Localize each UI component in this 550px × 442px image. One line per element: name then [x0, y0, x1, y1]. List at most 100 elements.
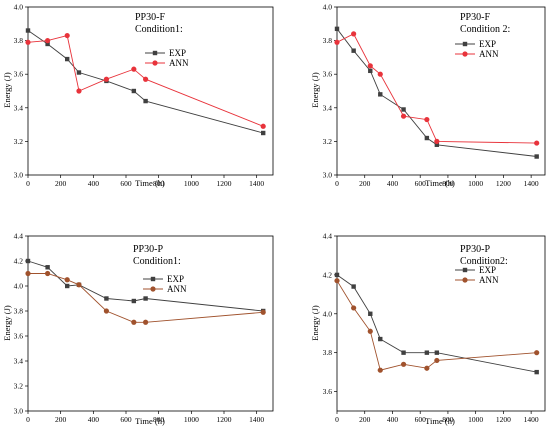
x-tick-label: 400: [387, 415, 399, 424]
data-point-ann: [424, 116, 430, 123]
x-tick-label: 600: [415, 415, 427, 424]
x-tick-label: 1400: [524, 179, 539, 188]
x-tick-label: 800: [442, 415, 454, 424]
y-tick-label: 3.6: [323, 387, 333, 396]
x-tick-label: 800: [153, 415, 165, 424]
legend-label-exp: EXP: [479, 265, 496, 275]
y-tick-label: 4.0: [14, 3, 24, 12]
data-point-ann: [76, 282, 82, 288]
x-tick-label: 1000: [184, 415, 199, 424]
x-tick-label: 1000: [184, 179, 199, 188]
data-point-ann: [45, 38, 51, 44]
data-point-ann: [143, 76, 149, 82]
chart-panel-top-right: 0 200 400 600 800 1000 1200 1400 3.0 3.2 3.4 3.6 3.8…: [310, 3, 546, 188]
data-point-ann: [131, 66, 137, 72]
y-tick-label: 3.6: [14, 70, 24, 79]
x-tick-label: 600: [120, 415, 132, 424]
x-tick-label: 200: [55, 415, 67, 424]
legend-marker-ann: [150, 286, 156, 292]
x-tick-label: 200: [55, 179, 67, 188]
series-line-ann: [27, 35, 264, 127]
data-point-exp: [434, 142, 440, 147]
data-point-ann: [334, 278, 340, 284]
x-tick-label: 1400: [249, 179, 264, 188]
x-axis-label: Time (h): [135, 416, 165, 426]
data-point-exp: [104, 296, 109, 301]
panel-title-line: Condition1:: [133, 256, 181, 267]
panel-title-line: Condition1:: [135, 24, 183, 35]
series-line-ann: [336, 280, 537, 371]
data-point-ann: [103, 308, 109, 314]
x-tick-label: 200: [359, 179, 371, 188]
x-tick-label: 1200: [496, 179, 511, 188]
data-point-ann: [424, 365, 430, 371]
x-tick-label: 400: [88, 415, 100, 424]
x-tick-label: 600: [415, 179, 427, 188]
x-tick-label: 800: [153, 179, 165, 188]
y-tick-label: 3.0: [323, 171, 333, 180]
data-point-ann: [103, 76, 109, 82]
y-tick-label: 3.4: [14, 357, 24, 366]
legend-marker-exp: [152, 50, 158, 56]
data-point-exp: [65, 283, 70, 289]
data-point-ann: [400, 361, 407, 367]
y-axis-label: Energy (J): [310, 72, 320, 108]
data-point-exp: [401, 350, 406, 355]
data-point-exp: [378, 336, 383, 342]
data-point-exp: [143, 98, 148, 104]
data-point-ann: [351, 31, 357, 37]
data-point-exp: [45, 41, 50, 47]
plot-frame: [336, 235, 546, 412]
data-point-ann: [351, 305, 357, 311]
y-tick-label: 3.0: [14, 171, 24, 180]
y-axis-label: Energy (J): [310, 305, 320, 341]
x-tick-label: 1400: [524, 415, 539, 424]
series-line-exp: [336, 28, 537, 157]
data-point-exp: [424, 135, 430, 141]
data-point-ann: [260, 309, 266, 315]
legend-marker-exp: [462, 41, 468, 47]
data-point-exp: [368, 68, 373, 74]
legend-label-ann: ANN: [479, 275, 499, 285]
y-tick-label: 3.2: [14, 382, 24, 391]
x-tick-label: 400: [88, 179, 100, 188]
data-point-exp: [534, 369, 539, 375]
data-point-exp: [25, 28, 31, 33]
panel-title-line: Condition 2:: [460, 24, 510, 35]
data-point-ann: [143, 319, 149, 325]
legend-label-exp: EXP: [169, 48, 186, 58]
data-point-ann: [131, 319, 137, 325]
x-tick-label: 1400: [249, 415, 264, 424]
plot-frame: [27, 6, 274, 176]
panel-title-line: Condition2:: [460, 256, 508, 267]
y-tick-label: 4.4: [14, 232, 24, 241]
data-point-ann: [534, 350, 540, 356]
x-tick-label: 1200: [217, 415, 232, 424]
y-tick-label: 4.0: [323, 3, 333, 12]
data-point-exp: [424, 350, 430, 355]
y-tick-label: 3.4: [323, 103, 333, 112]
chart-panel-bottom-right: 0 200 400 600 800 1000 1200 1400 3.6 3.8 4.0 4.2 4.4…: [310, 232, 546, 426]
legend-marker-ann: [462, 277, 468, 283]
data-point-exp: [76, 70, 82, 75]
series-line-ann: [336, 33, 537, 144]
legend-label-ann: ANN: [167, 284, 187, 294]
x-tick-label: 0: [335, 415, 339, 424]
legend-label-exp: EXP: [479, 39, 496, 49]
y-tick-label: 3.2: [323, 137, 333, 146]
data-point-ann: [534, 140, 540, 146]
data-point-exp: [25, 258, 31, 264]
x-tick-label: 0: [26, 179, 30, 188]
data-point-exp: [351, 48, 356, 53]
data-point-ann: [367, 63, 373, 69]
x-tick-label: 800: [442, 179, 454, 188]
data-point-ann: [45, 270, 51, 277]
panel-title-line: PP30-F: [460, 12, 490, 23]
y-tick-label: 3.8: [323, 36, 333, 45]
x-axis-label: Time (h): [135, 178, 165, 188]
y-tick-label: 4.0: [14, 282, 24, 291]
data-point-exp: [351, 284, 356, 289]
